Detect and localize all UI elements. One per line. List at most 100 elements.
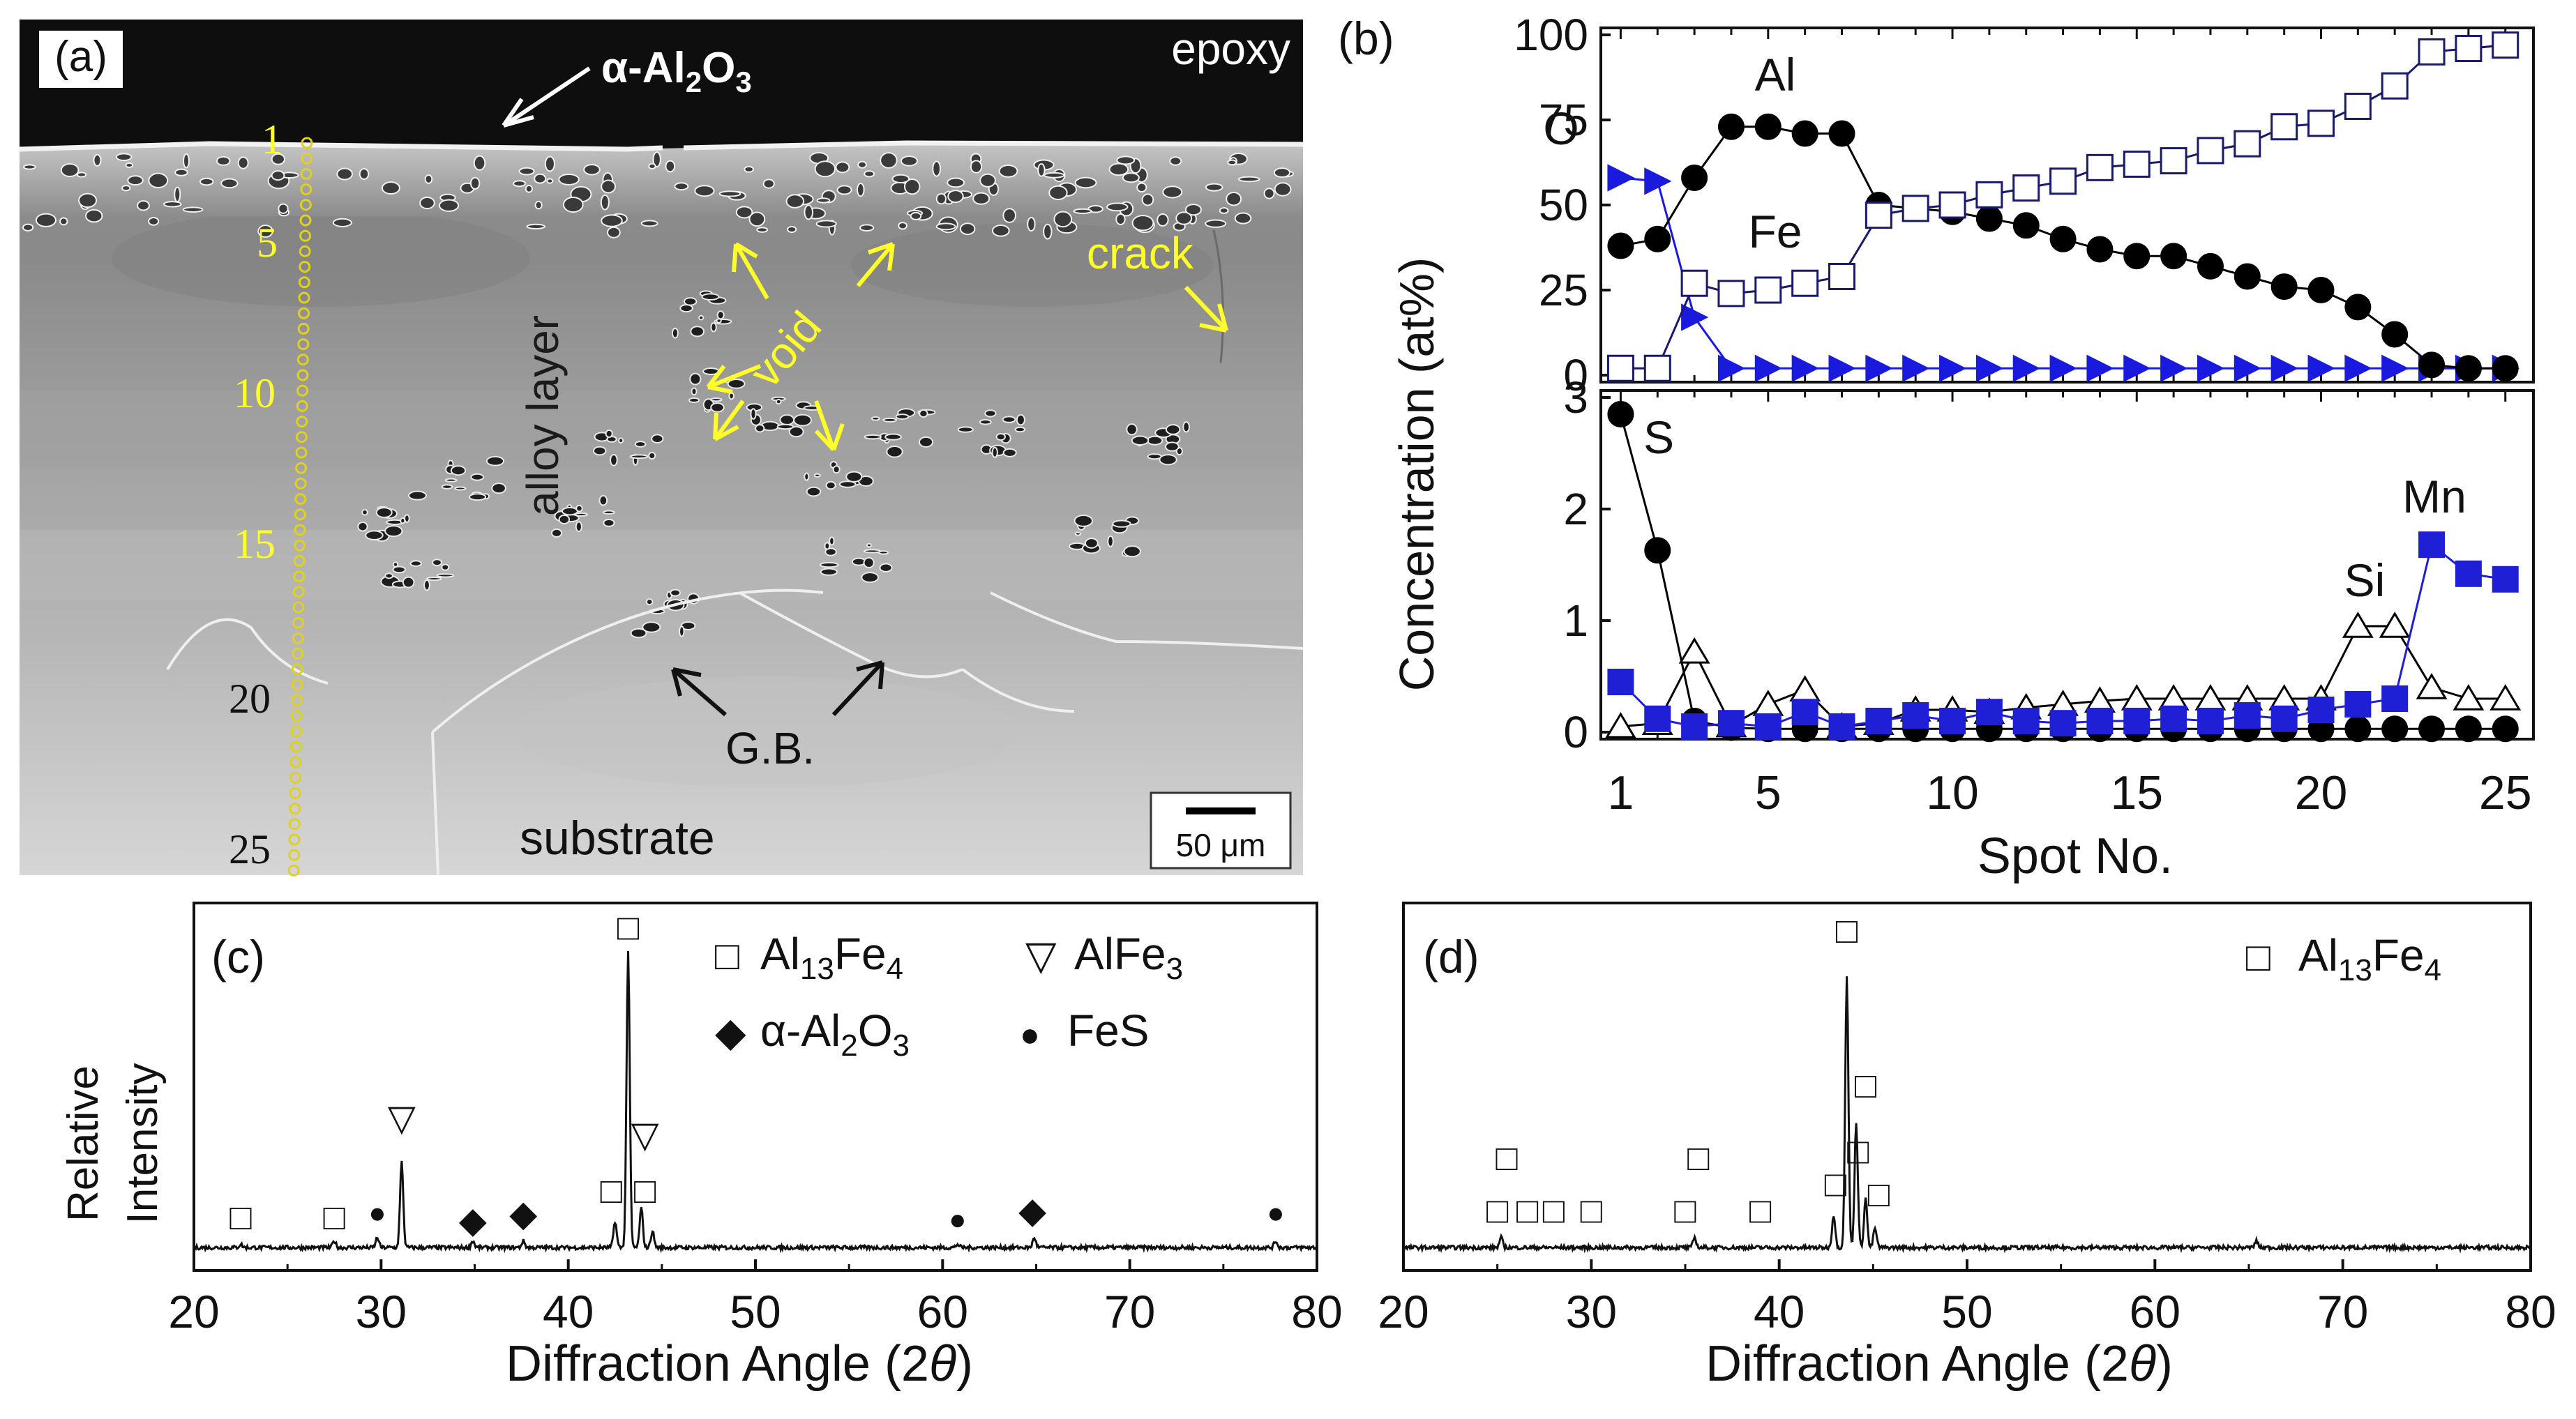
spot-dot [288, 849, 301, 861]
peak-marker: □ [324, 1197, 346, 1238]
pore [182, 206, 204, 213]
pore [85, 208, 103, 223]
diffraction-trace [1402, 976, 2532, 1254]
peak-marker: □ [601, 1171, 623, 1211]
void-spot [651, 434, 664, 443]
data-point [1681, 303, 1709, 331]
data-point [1939, 354, 1967, 382]
pore [1157, 213, 1169, 227]
series-label-Mn: Mn [2402, 471, 2466, 522]
pore [1108, 162, 1129, 176]
void-spot [727, 378, 746, 389]
pore [947, 177, 965, 188]
void-spot [1159, 454, 1177, 466]
pore [1115, 213, 1126, 225]
series-label-S: S [1643, 411, 1674, 463]
data-point [2086, 354, 2114, 382]
void-spot [864, 434, 882, 440]
data-point [1643, 354, 1671, 382]
spot-dot [292, 586, 305, 598]
data-point [2012, 174, 2040, 202]
spot-number: 20 [229, 676, 271, 722]
pore [718, 190, 741, 197]
y-axis-label-line2: Intensity [119, 1063, 167, 1224]
data-point [1975, 205, 2003, 232]
data-point [1717, 710, 1745, 737]
void-spot [630, 628, 647, 639]
peak-marker: ◆ [1018, 1190, 1046, 1231]
void-spot [610, 454, 618, 466]
peak-marker: □ [229, 1197, 252, 1238]
void-spot [701, 293, 720, 301]
alumina-scale [683, 140, 1304, 151]
peak-marker: □ [1674, 1190, 1696, 1231]
pore [787, 225, 797, 234]
pore [1141, 193, 1154, 206]
spot-dot [293, 570, 306, 583]
sem-light-region [516, 676, 1018, 788]
void-spot [824, 542, 831, 550]
y-tick-label: 2 [1563, 484, 1588, 534]
data-point [2160, 243, 2187, 270]
spot-dot-line [287, 137, 313, 877]
data-point [2381, 354, 2409, 382]
y-tick-label: 75 [1539, 95, 1588, 145]
void-spot [804, 472, 810, 481]
legend-entry: ◆ α-Al2O3 [715, 1006, 910, 1063]
pore [694, 185, 715, 197]
void-spot [454, 486, 467, 491]
spot-number: 10 [234, 370, 276, 416]
void-spot [361, 508, 368, 516]
spot-dot [295, 462, 308, 474]
void-spot [866, 542, 872, 548]
data-point [1604, 712, 1636, 738]
pore [935, 222, 956, 231]
void-spot [829, 536, 835, 546]
spot-dot [295, 431, 308, 443]
gb-arrows [671, 660, 884, 717]
x-tick-label: 70 [1104, 1286, 1155, 1337]
substrate-label: substrate [520, 812, 715, 865]
void-spot [1107, 535, 1114, 547]
peak-marker: ▽ [388, 1098, 416, 1139]
pore [544, 155, 555, 172]
spot-dot [293, 554, 306, 567]
void-spot [1165, 424, 1181, 435]
data-point [1939, 708, 1966, 734]
crack-label: crack [1087, 228, 1194, 278]
spot-dot [299, 214, 312, 227]
legend-symbol: ◆ [715, 1010, 746, 1055]
pore [601, 179, 616, 194]
data-point [1791, 269, 1819, 297]
pore [525, 184, 534, 193]
x-tick-label: 60 [2130, 1286, 2180, 1337]
data-point [1975, 354, 2004, 382]
void-spot [689, 372, 702, 386]
data-point [2381, 715, 2409, 743]
spot-dot [294, 493, 307, 506]
data-point [2492, 715, 2519, 743]
epoxy-region [20, 20, 1303, 149]
x-tick-label: 60 [917, 1286, 968, 1337]
x-tick-label: 40 [543, 1286, 594, 1337]
pore [1263, 188, 1275, 199]
pore [903, 178, 921, 195]
spot-dot [301, 152, 313, 165]
y-tick-label: 0 [1563, 707, 1588, 757]
data-point [1678, 637, 1710, 664]
pore [77, 192, 98, 208]
void-spot [365, 530, 384, 540]
spot-dot [296, 416, 308, 428]
pore [583, 164, 601, 176]
x-tick-label: 20 [168, 1286, 219, 1337]
spot-dot [292, 632, 304, 644]
x-tick-label: 20 [1378, 1286, 1429, 1337]
spot-dot [298, 291, 310, 304]
scale-bar-label: 50 μm [1176, 827, 1266, 863]
data-point [2455, 355, 2482, 382]
void-spot [813, 473, 821, 478]
void-spot [648, 452, 656, 460]
void-spot [825, 480, 836, 490]
spot-dot [289, 741, 302, 753]
